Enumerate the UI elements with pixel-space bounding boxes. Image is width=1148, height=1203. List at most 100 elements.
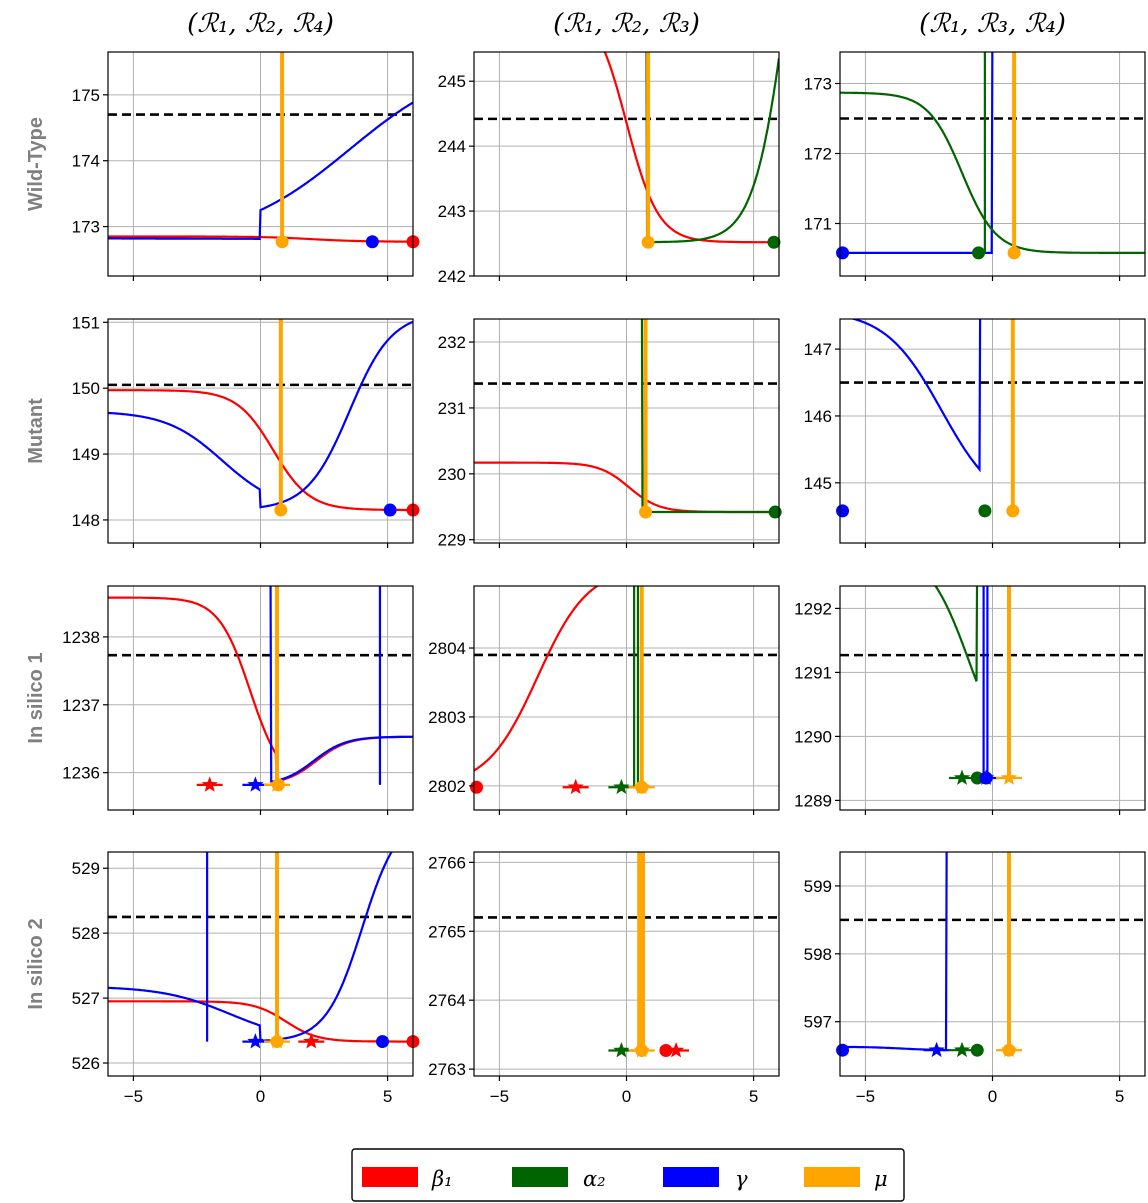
row-label: In silico 2 <box>25 918 47 1009</box>
x-tick-label: 5 <box>1115 1087 1124 1106</box>
plot-area <box>474 319 779 514</box>
y-tick-label: 2804 <box>428 639 466 658</box>
y-tick-label: 599 <box>804 877 832 896</box>
y-tick-label: 529 <box>72 859 100 878</box>
y-tick-label: 1290 <box>794 727 832 746</box>
y-tick-label: 2763 <box>428 1060 466 1079</box>
panel: 173 174 175 <box>72 51 420 281</box>
marker-alpha2 <box>767 235 781 249</box>
y-tick-label: 1237 <box>62 696 100 715</box>
panel: 171 172 173 <box>804 51 1146 281</box>
x-tick-label: 5 <box>749 1087 758 1106</box>
legend-entry-mu: μ <box>804 1167 888 1191</box>
panel: 145 146 147 <box>804 318 1146 548</box>
marker-mu <box>1007 246 1021 260</box>
y-tick-label: 171 <box>804 215 832 234</box>
y-tick-label: 230 <box>438 465 466 484</box>
row-label: Wild-Type <box>25 117 47 211</box>
legend-swatch-mu <box>804 1167 860 1187</box>
star-marker-mu <box>1000 769 1018 785</box>
y-tick-label: 150 <box>72 379 100 398</box>
marker-beta1 <box>659 1043 673 1057</box>
curve-beta1 <box>108 1000 413 1043</box>
legend-entry-gamma: γ <box>663 1167 748 1191</box>
x-tick-label: −5 <box>490 1087 509 1106</box>
panel: 242 243 244 245 <box>438 51 781 286</box>
x-tick-label: −5 <box>124 1087 143 1106</box>
y-tick-label: 2766 <box>428 853 466 872</box>
y-tick-label: 598 <box>804 945 832 964</box>
plot-area <box>840 52 1145 254</box>
y-tick-label: 151 <box>72 313 100 332</box>
panel: 1236 1237 1238 <box>62 585 414 815</box>
y-tick-label: 2803 <box>428 708 466 727</box>
y-tick-label: 173 <box>804 75 832 94</box>
curve-beta1 <box>603 52 779 244</box>
marker-mu <box>274 503 288 517</box>
star-marker-alpha2 <box>953 1041 971 1058</box>
x-tick-label: 0 <box>988 1087 997 1106</box>
y-tick-label: 147 <box>804 340 832 359</box>
marker-mu <box>271 778 285 792</box>
x-tick-label: 0 <box>256 1087 265 1106</box>
star-marker-beta1 <box>201 776 218 792</box>
marker-alpha2 <box>972 246 986 260</box>
y-tick-label: 175 <box>72 86 100 105</box>
y-tick-label: 173 <box>72 218 100 237</box>
y-tick-label: 245 <box>438 72 466 91</box>
star-marker-gamma <box>928 1041 945 1058</box>
y-tick-label: 172 <box>804 145 832 164</box>
plot-area <box>108 319 413 512</box>
y-tick-label: 232 <box>438 333 466 352</box>
marker-alpha2 <box>970 771 984 785</box>
curve-gamma <box>108 101 413 240</box>
legend-swatch-gamma <box>663 1167 719 1187</box>
legend-swatch-beta1 <box>362 1167 418 1187</box>
marker-gamma <box>383 503 397 517</box>
panel: 229 230 231 232 <box>438 318 782 550</box>
y-tick-label: 174 <box>72 152 100 171</box>
y-tick-label: 145 <box>804 474 832 493</box>
marker-mu <box>270 1035 284 1049</box>
marker-mu <box>635 1043 649 1057</box>
curve-gamma <box>269 586 413 784</box>
legend: β₁ α₂ γ μ <box>351 1148 905 1202</box>
curve-alpha2 <box>645 52 779 244</box>
marker-mu <box>641 235 655 249</box>
plot-area <box>108 52 413 243</box>
marker-alpha2 <box>978 504 992 518</box>
panel: 1289 1290 1291 1292 <box>794 585 1146 815</box>
y-tick-label: 1289 <box>794 791 832 810</box>
y-tick-label: 1236 <box>62 764 100 783</box>
legend-label-alpha2: α₂ <box>583 1167 606 1191</box>
marker-mu <box>1002 1043 1016 1057</box>
marker-mu <box>635 780 649 794</box>
y-tick-label: 2802 <box>428 777 466 796</box>
y-tick-label: 149 <box>72 445 100 464</box>
plot-area <box>840 586 1145 785</box>
y-tick-label: 1238 <box>62 628 100 647</box>
x-tick-label: 0 <box>622 1087 631 1106</box>
curve-alpha2 <box>640 319 779 514</box>
plot-area <box>840 319 1145 511</box>
y-tick-label: 146 <box>804 407 832 426</box>
marker-gamma <box>836 1043 850 1057</box>
row-label: In silico 1 <box>25 652 47 743</box>
panel: −5 0 5 2763 2764 2765 2766 <box>428 851 780 1106</box>
y-tick-label: 229 <box>438 531 466 550</box>
x-tick-label: 5 <box>383 1087 392 1106</box>
marker-gamma <box>365 235 379 249</box>
row-label: Mutant <box>25 398 47 464</box>
y-tick-label: 243 <box>438 202 466 221</box>
curve-gamma <box>108 320 413 509</box>
marker-beta1 <box>470 780 484 794</box>
y-tick-label: 528 <box>72 924 100 943</box>
curve-gamma <box>850 319 982 473</box>
legend-label-gamma: γ <box>735 1167 748 1191</box>
plot-area <box>474 52 779 244</box>
y-tick-label: 2765 <box>428 922 466 941</box>
star-marker-gamma <box>247 776 264 792</box>
y-tick-label: 597 <box>804 1013 832 1032</box>
legend-entry-alpha2: α₂ <box>512 1167 606 1191</box>
